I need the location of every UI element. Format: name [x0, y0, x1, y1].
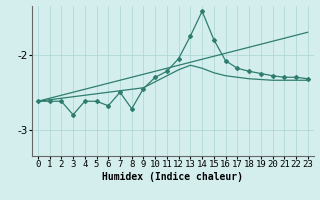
X-axis label: Humidex (Indice chaleur): Humidex (Indice chaleur)	[102, 172, 243, 182]
